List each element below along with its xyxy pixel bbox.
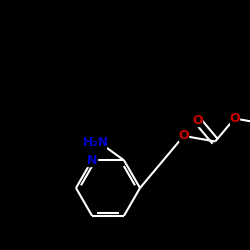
Bar	[192, 114, 202, 126]
Text: O: O	[229, 112, 240, 125]
Text: H₂N: H₂N	[83, 136, 109, 149]
Bar	[179, 130, 188, 141]
Bar	[86, 137, 106, 148]
Text: N: N	[87, 154, 97, 167]
Bar	[87, 155, 97, 166]
Bar	[230, 113, 239, 124]
Text: O: O	[178, 130, 189, 142]
Text: O: O	[192, 114, 202, 126]
